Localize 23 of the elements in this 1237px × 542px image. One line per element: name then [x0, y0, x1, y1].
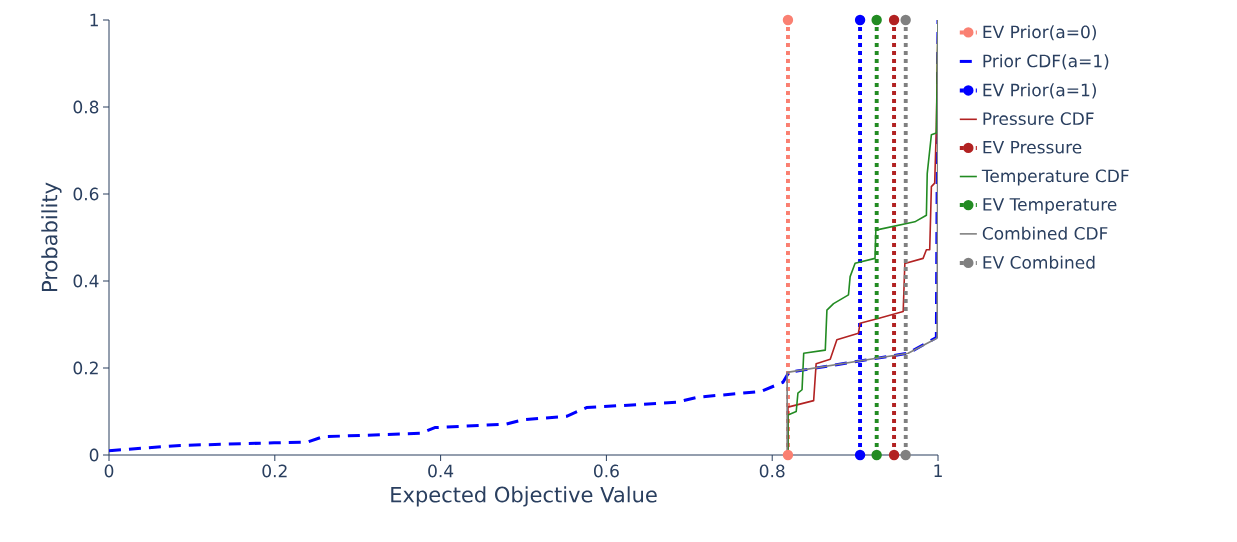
- y-tick-label: 0.8: [73, 100, 99, 114]
- legend-label: Combined CDF: [982, 226, 1108, 240]
- legend-label: Temperature CDF: [981, 169, 1129, 186]
- y-tick-label: 0: [89, 448, 99, 462]
- y-tick-label: 0.6: [73, 187, 99, 201]
- y-tick-label: 0.4: [73, 274, 99, 288]
- legend-label: Prior CDF(a=1): [983, 54, 1109, 70]
- x-tick-label: 0.6: [594, 464, 619, 478]
- legend-label: EV Prior(a=1): [983, 83, 1096, 99]
- legend-label: EV Temperature: [983, 198, 1117, 215]
- x-axis-title: Expected Objective Value: [391, 486, 657, 507]
- legend-label: Pressure CDF: [983, 112, 1094, 126]
- x-tick-label: 0.2: [262, 464, 287, 478]
- x-tick-label: 1: [934, 464, 942, 477]
- x-tick-label: 0.8: [759, 464, 785, 478]
- legend-label: EV Prior(a=0): [983, 25, 1096, 41]
- legend-label: EV Pressure: [983, 140, 1082, 154]
- y-tick-label: 0.2: [73, 361, 98, 375]
- y-tick-label: 1: [90, 13, 98, 27]
- x-tick-label: 0: [104, 464, 114, 478]
- x-tick-label: 0.4: [428, 464, 454, 478]
- legend-label: EV Combined: [983, 255, 1095, 269]
- y-axis-title: Probability: [41, 182, 62, 291]
